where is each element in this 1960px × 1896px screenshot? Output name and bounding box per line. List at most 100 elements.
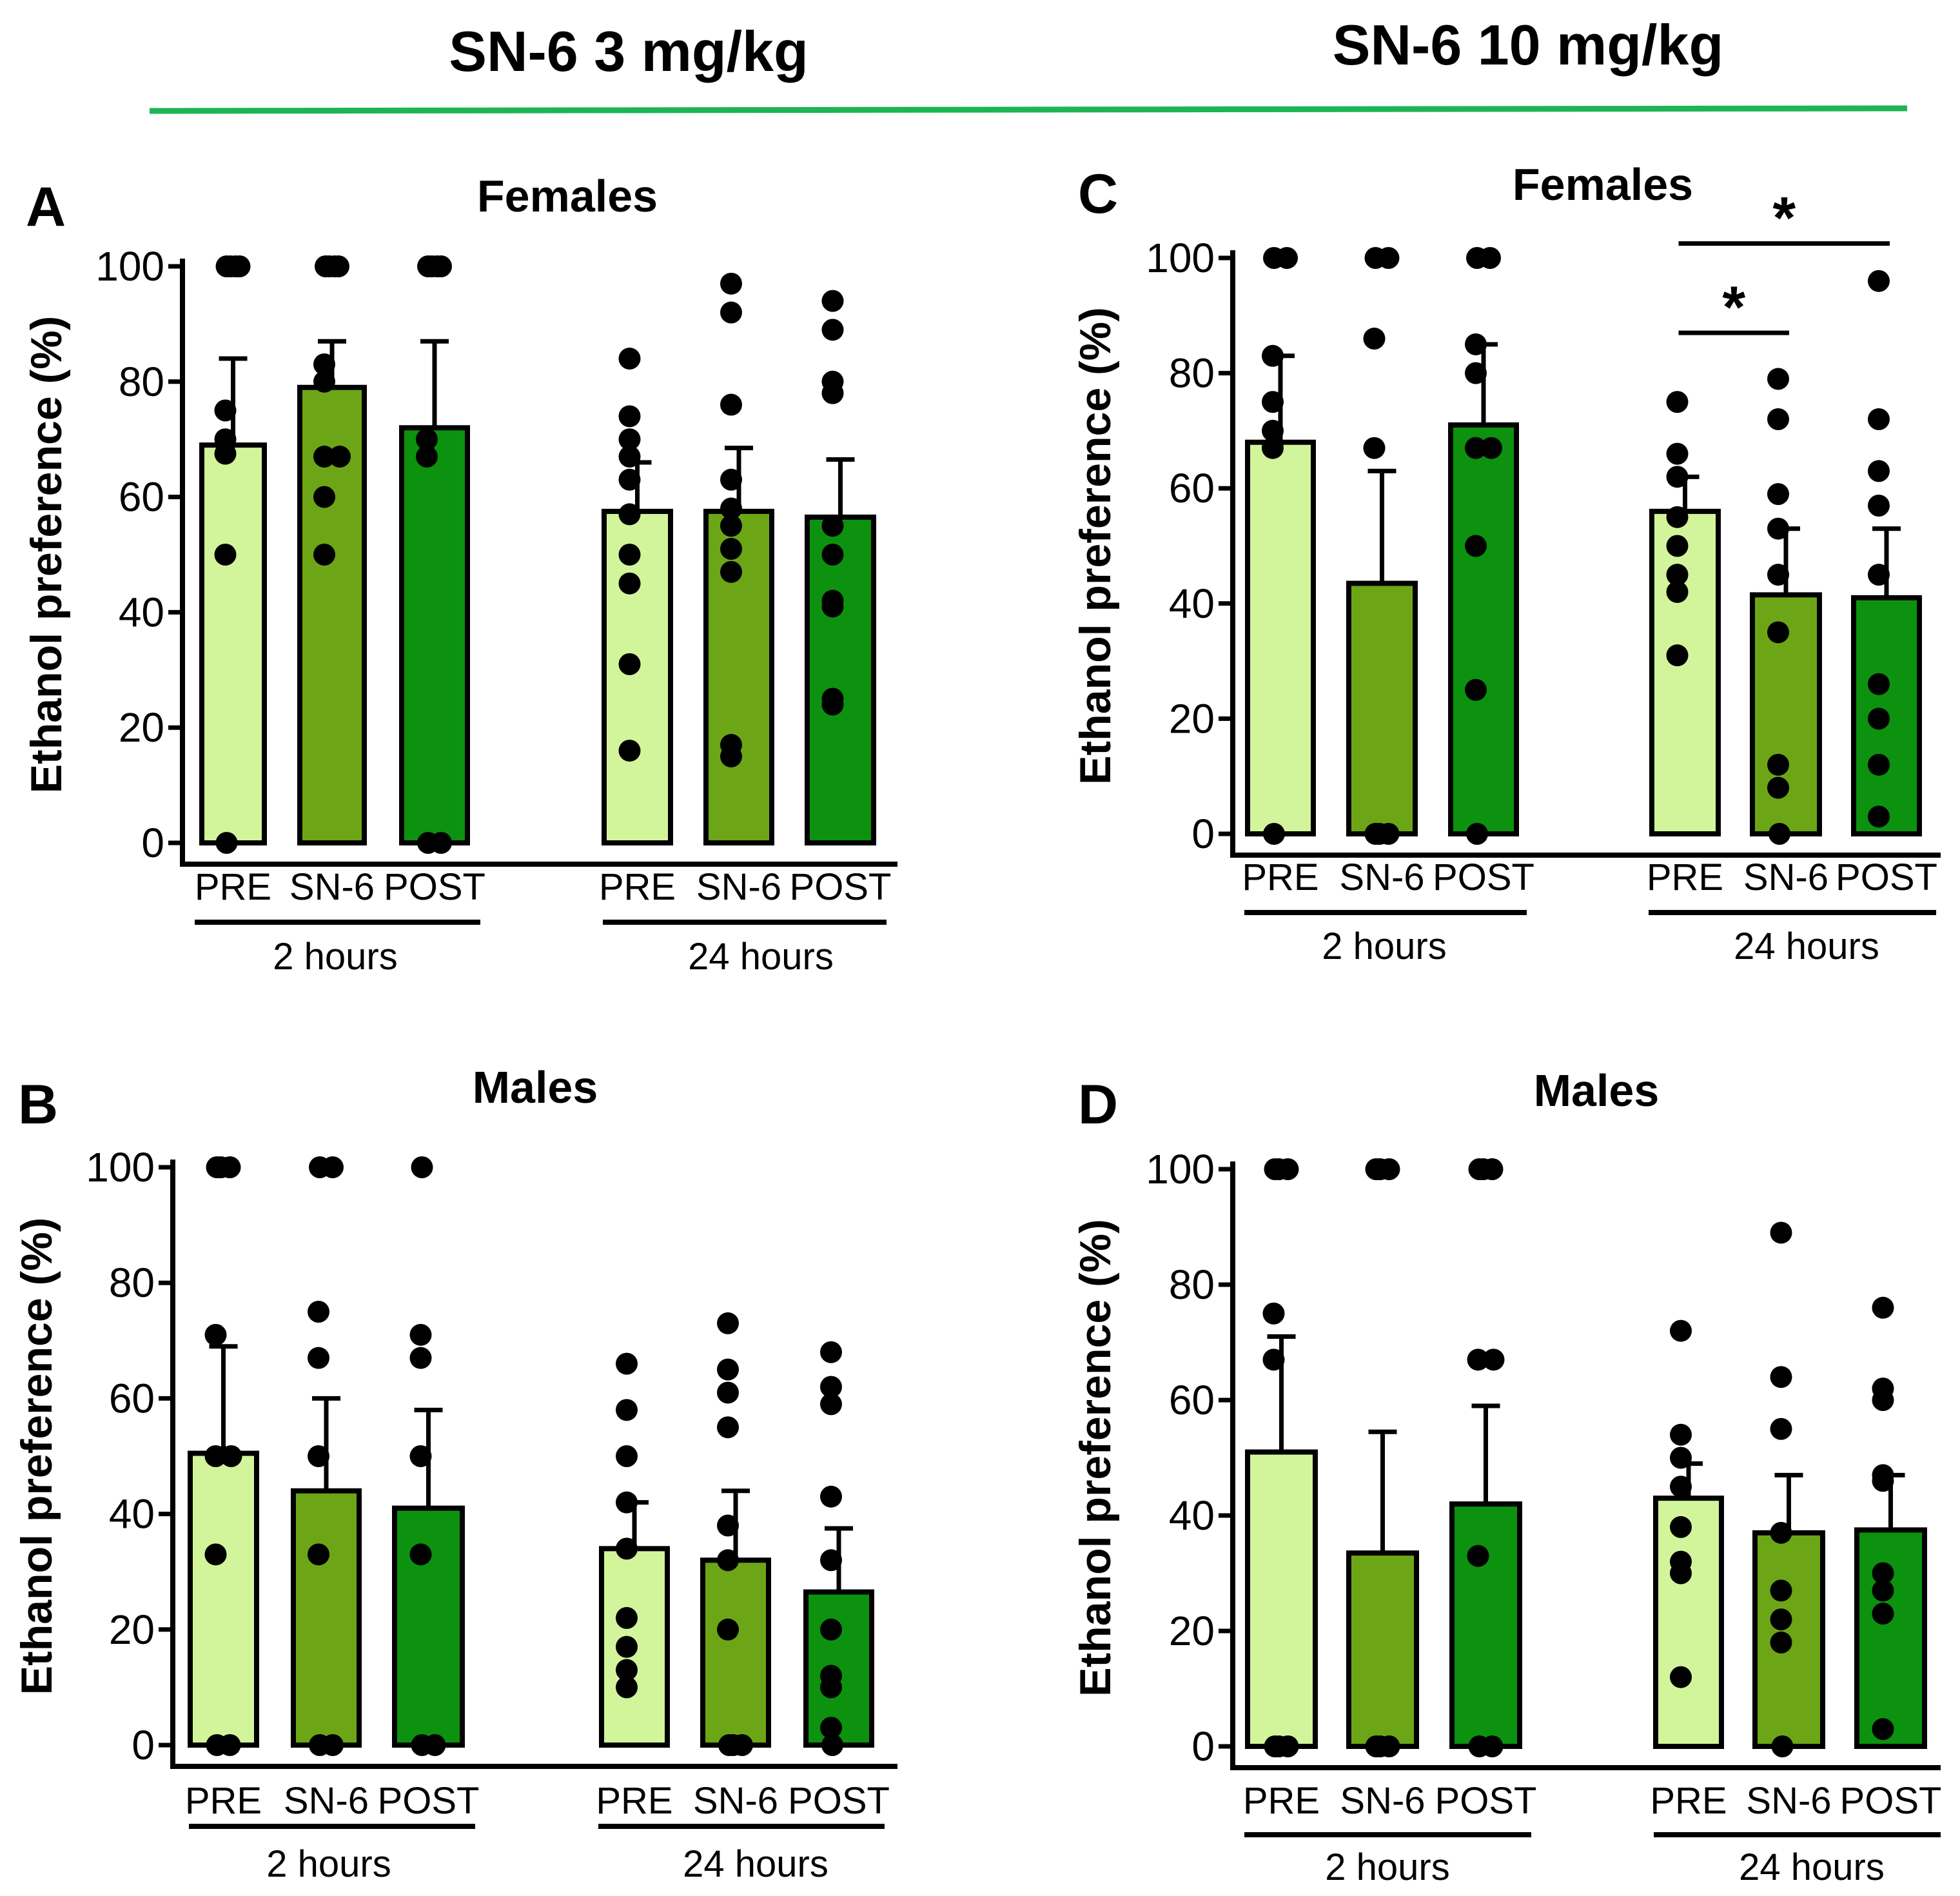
data-point <box>616 1399 638 1421</box>
data-point <box>1868 707 1890 730</box>
x-tick-label: SN-6 <box>289 866 375 908</box>
data-point <box>1263 823 1285 845</box>
data-point <box>717 1618 739 1641</box>
group-label: 24 hours <box>683 1843 828 1885</box>
data-point <box>720 393 742 416</box>
data-point <box>1771 1735 1794 1757</box>
y-axis-label: Ethanol preference (%) <box>22 316 71 794</box>
data-point <box>1872 1378 1894 1400</box>
data-point <box>821 290 844 312</box>
data-point <box>1268 1158 1290 1180</box>
data-point <box>618 446 641 468</box>
bar <box>1245 439 1316 836</box>
data-point <box>820 1717 842 1739</box>
data-point <box>1369 1735 1391 1757</box>
data-point <box>618 572 641 595</box>
y-axis-label: Ethanol preference (%) <box>1071 1219 1120 1697</box>
data-point <box>720 468 742 491</box>
group-label: 24 hours <box>1739 1846 1885 1888</box>
y-tick-label: 100 <box>86 1144 155 1190</box>
panel-letter-c: C <box>1078 163 1118 225</box>
bar <box>602 508 673 845</box>
data-point <box>1467 1348 1489 1371</box>
bar <box>700 1557 771 1748</box>
data-point <box>1465 362 1487 384</box>
data-point <box>1465 333 1487 355</box>
x-tick-label: SN-6 <box>1743 856 1828 898</box>
x-tick-label: SN-6 <box>1340 1780 1425 1822</box>
data-point <box>1868 270 1890 292</box>
panel-title: Females <box>477 171 658 221</box>
data-point <box>1467 1545 1489 1567</box>
data-point <box>717 1358 739 1381</box>
x-tick-label: POST <box>1435 1780 1537 1822</box>
right-condition-title: SN-6 10 mg/kg <box>1333 13 1723 77</box>
x-tick-label: SN-6 <box>284 1780 369 1822</box>
data-point <box>1472 1158 1494 1180</box>
bar <box>1346 1550 1419 1750</box>
panels: Females Ethanol preference (%) 0 20 40 60 80 10… <box>12 159 1941 1888</box>
data-point <box>1868 805 1890 828</box>
data-point <box>322 1156 344 1178</box>
data-point <box>313 446 335 468</box>
data-point <box>717 1416 739 1439</box>
data-point <box>430 832 452 854</box>
data-point <box>1368 823 1391 845</box>
data-point <box>219 1734 241 1756</box>
data-point <box>1262 1348 1285 1371</box>
data-point <box>722 1734 744 1756</box>
data-point <box>324 255 346 277</box>
x-tick-label: POST <box>790 866 892 908</box>
data-point <box>1767 517 1789 540</box>
data-point <box>214 544 237 566</box>
panel-title: Males <box>473 1062 598 1112</box>
data-point <box>224 255 247 277</box>
data-point <box>409 1347 432 1369</box>
data-point <box>1767 368 1789 390</box>
data-point <box>618 653 641 675</box>
data-point <box>409 1543 432 1566</box>
data-point <box>1466 823 1488 845</box>
significance-asterisk: * <box>1722 275 1745 341</box>
data-point <box>313 370 335 393</box>
data-point <box>214 428 237 451</box>
data-point <box>1872 1562 1894 1585</box>
panel-d: Males Ethanol preference (%) 0 20 40 60 80 100 P… <box>1071 1065 1941 1888</box>
data-point <box>210 1156 232 1178</box>
y-tick-label: 80 <box>1169 1261 1215 1308</box>
data-point <box>616 1491 638 1514</box>
data-point <box>618 468 641 491</box>
data-point <box>1767 753 1789 776</box>
data-point <box>821 687 844 710</box>
panel-title: Males <box>1534 1065 1660 1116</box>
data-point <box>1465 437 1487 459</box>
bar <box>703 508 774 845</box>
data-point <box>1670 1319 1692 1342</box>
y-tick-label: 60 <box>109 1375 155 1421</box>
data-point <box>720 734 742 756</box>
data-point <box>1767 483 1789 506</box>
x-tick-label: PRE <box>596 1780 672 1822</box>
data-point <box>1868 673 1890 695</box>
data-point <box>1666 442 1689 465</box>
data-point <box>308 1445 329 1467</box>
data-point <box>820 1664 842 1687</box>
data-point <box>616 1445 638 1467</box>
bar <box>1854 1527 1927 1749</box>
data-point <box>1767 564 1789 586</box>
y-tick-label: 20 <box>119 704 164 751</box>
data-point <box>1868 408 1890 431</box>
data-point <box>1262 391 1284 413</box>
data-point <box>1868 753 1890 776</box>
y-tick-label: 100 <box>1146 1146 1215 1192</box>
data-point <box>1377 247 1400 269</box>
bar <box>1449 1501 1522 1750</box>
data-point <box>821 1734 843 1756</box>
data-point <box>821 515 844 537</box>
x-tick-label: POST <box>1836 856 1937 898</box>
data-point <box>1670 1476 1692 1498</box>
bar <box>399 425 470 845</box>
data-point <box>1369 1158 1391 1180</box>
data-point <box>1872 1296 1894 1319</box>
